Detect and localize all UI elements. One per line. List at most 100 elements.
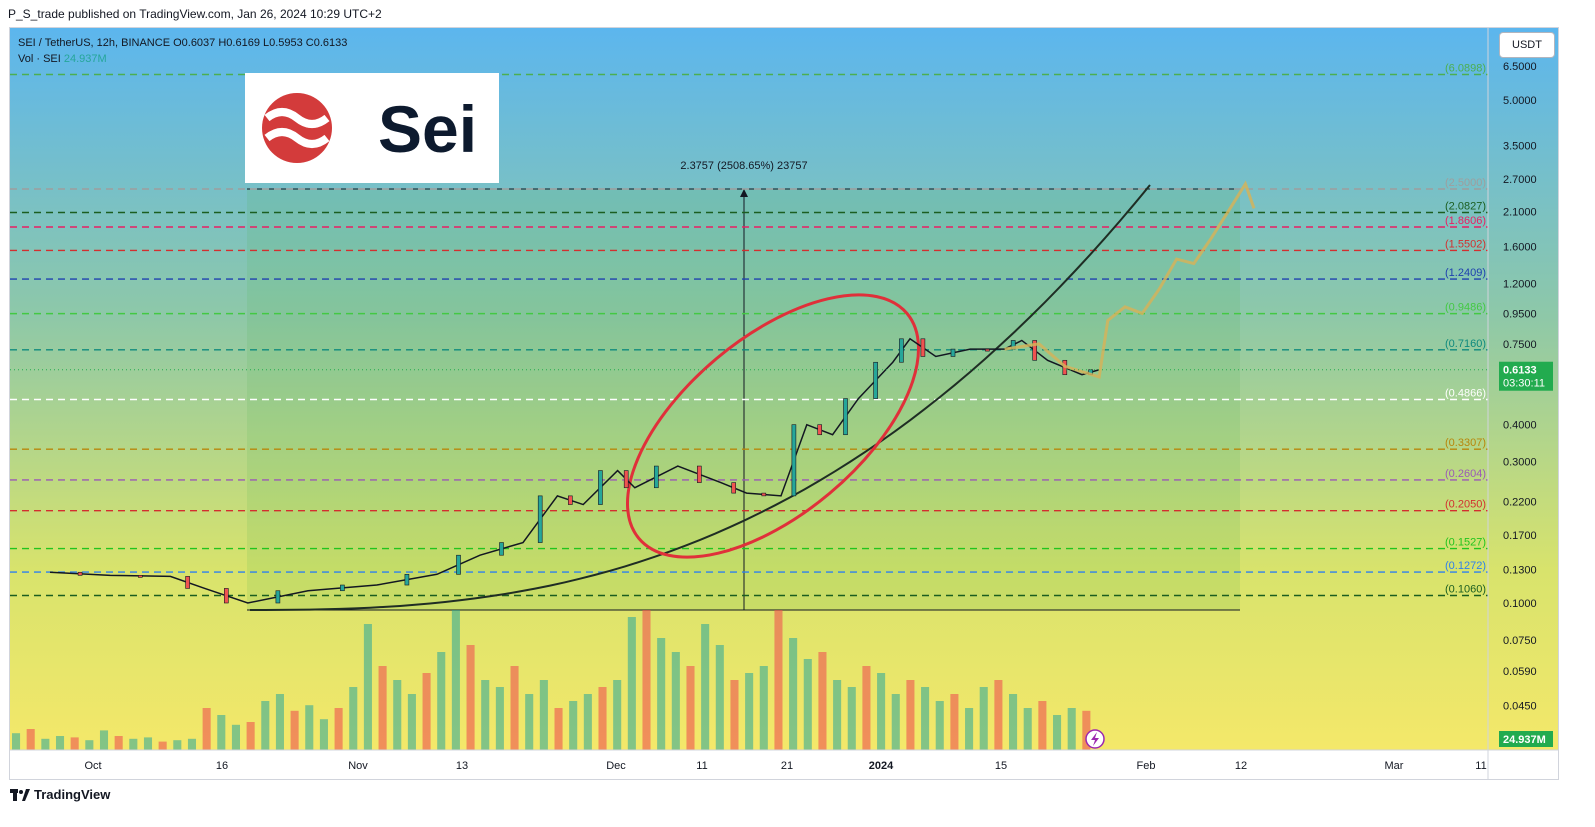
volume-bar bbox=[363, 624, 372, 750]
volume-bar bbox=[715, 645, 724, 750]
fib-level-label: (0.4866) bbox=[1445, 387, 1486, 399]
fib-level-label: (0.1527) bbox=[1445, 537, 1486, 549]
volume-bar bbox=[730, 680, 739, 750]
volume-badge bbox=[1499, 731, 1553, 747]
volume-bar bbox=[613, 680, 622, 750]
price-candle bbox=[1032, 340, 1038, 361]
y-tick-label: 0.0590 bbox=[1503, 666, 1537, 678]
volume-bar bbox=[671, 652, 680, 750]
x-tick-label: Nov bbox=[348, 760, 368, 772]
price-candle bbox=[275, 590, 281, 604]
x-tick-label: 21 bbox=[781, 760, 793, 772]
chart-frame[interactable]: 2.3757 (2508.65%) 23757 (6.0898) (2.5000) (… bbox=[9, 27, 1559, 780]
last-price-badge bbox=[1499, 361, 1553, 391]
projection-line bbox=[1004, 180, 1256, 379]
price-candle bbox=[817, 424, 823, 436]
volume-bar bbox=[1023, 708, 1032, 750]
x-tick-label: Oct bbox=[84, 760, 101, 772]
price-candle bbox=[598, 470, 603, 505]
x-tick-label: Mar bbox=[1385, 760, 1404, 772]
volume-bar bbox=[979, 687, 988, 750]
volume-bar bbox=[99, 730, 109, 750]
volume-bar bbox=[510, 666, 519, 750]
volume-bar bbox=[407, 694, 416, 750]
x-tick-label: Feb bbox=[1137, 760, 1156, 772]
currency-button[interactable]: USDT bbox=[1499, 32, 1555, 58]
price-candle bbox=[77, 571, 83, 576]
volume-bar bbox=[935, 701, 944, 750]
volume-bar bbox=[217, 715, 226, 750]
volume-bar bbox=[451, 610, 460, 750]
fib-level-label: (0.1272) bbox=[1445, 560, 1486, 572]
price-candle bbox=[731, 482, 737, 494]
footer: TradingView bbox=[10, 787, 110, 802]
price-candle bbox=[985, 348, 990, 352]
y-tick-label: 0.1700 bbox=[1503, 530, 1537, 542]
price-candle bbox=[696, 465, 702, 483]
price-candle bbox=[899, 338, 904, 363]
y-tick-label: 0.3000 bbox=[1503, 457, 1537, 469]
volume-bar bbox=[114, 736, 123, 750]
y-tick-label: 0.1300 bbox=[1503, 564, 1537, 576]
volume-bar bbox=[554, 708, 563, 750]
price-candle bbox=[791, 424, 797, 497]
symbol-line: SEI / TetherUS, 12h, BINANCE O0.6037 H0.… bbox=[18, 37, 348, 49]
y-tick-label: 0.0450 bbox=[1503, 701, 1537, 713]
volume-bar bbox=[1053, 715, 1062, 750]
volume-bar bbox=[143, 737, 153, 750]
volume-bar bbox=[862, 666, 871, 750]
volume-bar bbox=[818, 652, 827, 750]
price-candle bbox=[340, 584, 345, 592]
volume-bar bbox=[261, 701, 270, 750]
price-candle bbox=[920, 338, 926, 357]
price-candle bbox=[185, 576, 190, 589]
price-candle bbox=[950, 348, 956, 357]
volume-bar bbox=[921, 687, 930, 750]
price-candle bbox=[499, 542, 504, 556]
y-tick-label: 1.6000 bbox=[1503, 241, 1537, 253]
y-tick-label: 0.9500 bbox=[1503, 308, 1537, 320]
chart-header: SEI / TetherUS, 12h, BINANCE O0.6037 H0.… bbox=[18, 35, 347, 67]
volume-bar bbox=[85, 740, 94, 750]
y-tick-label: 0.4000 bbox=[1503, 420, 1537, 432]
volume-bar bbox=[231, 724, 240, 750]
volume-bar bbox=[965, 708, 974, 750]
volume-bar bbox=[129, 738, 138, 750]
volume-bar bbox=[1009, 694, 1018, 750]
x-tick-label: 15 bbox=[995, 760, 1007, 772]
volume-bar bbox=[877, 673, 886, 750]
last-price-value: 0.6133 bbox=[1503, 365, 1537, 377]
volume-bar bbox=[701, 624, 710, 750]
volume-bar bbox=[759, 666, 768, 750]
volume-bar bbox=[627, 617, 636, 750]
price-chart[interactable]: 2.3757 (2508.65%) 23757 (6.0898) (2.5000) (… bbox=[10, 28, 1558, 779]
fib-level-label: (1.2409) bbox=[1445, 267, 1486, 279]
fib-level-label: (1.5502) bbox=[1445, 238, 1486, 250]
y-tick-label: 2.7000 bbox=[1503, 174, 1537, 186]
volume-bar bbox=[349, 687, 358, 750]
volume-value: 24.937M bbox=[63, 53, 107, 65]
volume-bar bbox=[833, 680, 842, 750]
volume-bar bbox=[598, 687, 607, 750]
volume-bar bbox=[393, 680, 402, 750]
x-tick-label: 16 bbox=[216, 760, 228, 772]
volume-bar bbox=[378, 666, 387, 750]
fib-level-label: (0.7160) bbox=[1445, 338, 1486, 350]
price-candle bbox=[623, 470, 629, 489]
measure-label: 2.3757 (2508.65%) 23757 bbox=[680, 160, 807, 172]
volume-bar bbox=[481, 680, 490, 750]
volume-bar bbox=[1082, 710, 1091, 750]
volume-bar bbox=[26, 729, 35, 750]
fib-level-label: (0.1060) bbox=[1445, 584, 1486, 596]
price-candle bbox=[456, 554, 461, 575]
volume-bar bbox=[437, 652, 446, 750]
volume-bar bbox=[202, 708, 211, 750]
y-tick-label: 0.2200 bbox=[1503, 497, 1537, 509]
volume-bar bbox=[847, 687, 856, 750]
volume-bar bbox=[12, 733, 21, 750]
volume-bar bbox=[334, 708, 343, 750]
volume-bar bbox=[569, 701, 578, 750]
lightning-icon-glyph bbox=[1091, 732, 1099, 746]
volume-bar bbox=[525, 694, 534, 750]
volume-bar bbox=[657, 638, 666, 750]
